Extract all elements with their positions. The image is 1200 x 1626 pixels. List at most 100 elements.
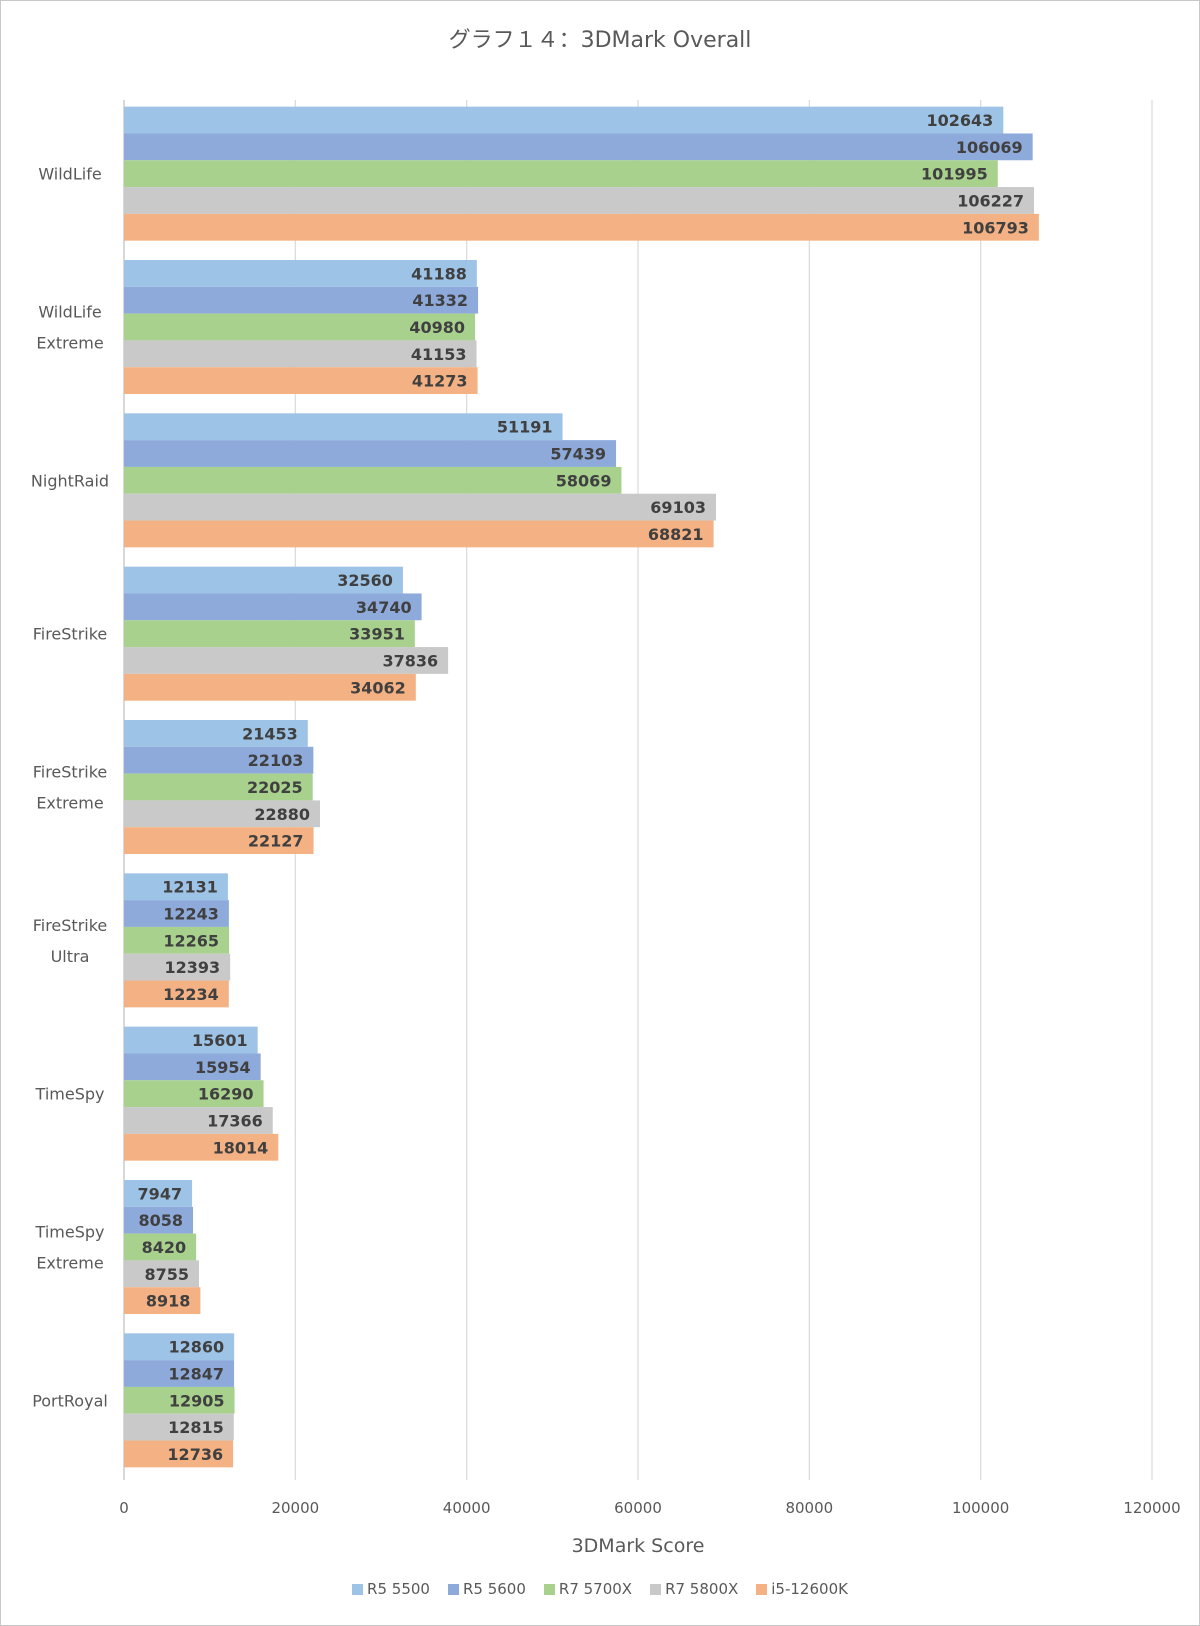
data-label: 32560	[337, 571, 393, 590]
bar	[124, 1413, 234, 1441]
bar	[124, 1440, 234, 1468]
bar	[124, 1386, 235, 1414]
data-label: 18014	[213, 1138, 269, 1157]
x-tick-label: 100000	[952, 1499, 1009, 1517]
legend-label: R7 5800X	[665, 1580, 739, 1598]
category-label: WildLife	[38, 303, 101, 322]
legend-swatch	[352, 1583, 364, 1595]
data-label: 58069	[556, 471, 612, 490]
bar	[124, 673, 416, 701]
x-tick-label: 80000	[785, 1499, 833, 1517]
data-label: 12736	[167, 1445, 223, 1464]
data-label: 41153	[411, 345, 467, 364]
legend-label: R5 5600	[462, 1580, 526, 1598]
data-label: 33951	[349, 625, 405, 644]
bar	[124, 1053, 261, 1081]
bar	[124, 133, 1033, 161]
category-label: TimeSpy	[35, 1085, 105, 1104]
bar	[124, 160, 998, 188]
bar	[124, 187, 1035, 214]
category-label: FireStrike	[33, 763, 108, 782]
data-label: 15954	[195, 1058, 251, 1077]
category-label: Ultra	[51, 947, 90, 966]
data-label: 12393	[164, 958, 220, 977]
data-label: 12860	[168, 1338, 224, 1357]
data-label: 12815	[168, 1418, 224, 1437]
legend-label: i5-12600K	[771, 1580, 848, 1598]
data-label: 12847	[168, 1365, 224, 1384]
bar	[124, 1360, 235, 1387]
x-tick-label: 0	[119, 1499, 129, 1517]
x-tick-label: 120000	[1123, 1499, 1180, 1517]
bar	[124, 566, 403, 594]
legend-label: R7 5700X	[558, 1580, 633, 1598]
bar	[124, 647, 449, 674]
category-label: WildLife	[38, 165, 101, 184]
data-label: 34062	[350, 678, 406, 697]
legend-swatch	[756, 1583, 768, 1595]
chart-title: グラフ１４：3DMark Overall	[448, 28, 752, 53]
legend-item: R5 5500	[352, 1580, 430, 1598]
data-label: 106069	[956, 138, 1023, 157]
legend-item: i5-12600K	[756, 1580, 848, 1598]
data-label: 22127	[248, 832, 304, 851]
data-label: 68821	[648, 525, 704, 544]
bar	[124, 1080, 264, 1108]
bar	[124, 213, 1039, 241]
data-label: 12265	[163, 931, 219, 950]
bar	[124, 1133, 279, 1161]
legend-item: R5 5600	[447, 1580, 526, 1598]
bar	[124, 286, 479, 314]
bar	[124, 1206, 194, 1234]
bar	[124, 493, 716, 521]
bar	[124, 873, 228, 901]
bar	[124, 260, 477, 287]
bar	[124, 1026, 258, 1054]
legend-swatch	[447, 1583, 459, 1595]
data-label: 37836	[382, 651, 438, 670]
category-label: FireStrike	[33, 625, 108, 644]
data-label: 22880	[254, 805, 310, 824]
bar	[124, 900, 229, 927]
data-label: 34740	[356, 598, 412, 617]
data-label: 51191	[497, 418, 553, 437]
bar	[124, 413, 563, 441]
data-label: 102643	[927, 111, 994, 130]
data-label: 8755	[144, 1265, 189, 1284]
bar	[124, 593, 422, 621]
legend-item: R7 5700X	[543, 1580, 633, 1598]
data-label: 15601	[192, 1031, 248, 1050]
x-tick-label: 60000	[614, 1499, 662, 1517]
bar	[124, 1233, 197, 1261]
bar	[124, 827, 314, 854]
x-axis-title: 3DMark Score	[572, 1535, 705, 1557]
category-label: PortRoyal	[32, 1391, 108, 1410]
data-label: 8058	[138, 1211, 183, 1230]
data-label: 8420	[142, 1238, 187, 1257]
x-tick-label: 20000	[271, 1499, 319, 1517]
data-label: 40980	[409, 318, 465, 337]
category-label: Extreme	[36, 794, 103, 813]
bar	[124, 800, 321, 828]
bar	[124, 440, 617, 467]
data-label: 57439	[550, 445, 606, 464]
data-label: 106793	[962, 218, 1029, 237]
bar	[124, 1333, 235, 1361]
data-label: 12243	[163, 905, 219, 924]
bar	[124, 720, 308, 747]
data-label: 12234	[163, 985, 219, 1004]
bar	[124, 1107, 273, 1134]
legend-label: R5 5500	[367, 1580, 430, 1598]
x-tick-label: 40000	[443, 1499, 491, 1517]
data-label: 12905	[169, 1391, 225, 1410]
category-label: Extreme	[36, 334, 103, 353]
category-label: Extreme	[36, 1254, 103, 1273]
legend-swatch	[543, 1583, 555, 1595]
bar	[124, 1287, 201, 1314]
bar	[124, 1180, 193, 1207]
legend-swatch	[650, 1583, 662, 1595]
bar	[124, 746, 314, 774]
bar	[124, 466, 622, 494]
legend-item: R7 5800X	[650, 1580, 738, 1598]
